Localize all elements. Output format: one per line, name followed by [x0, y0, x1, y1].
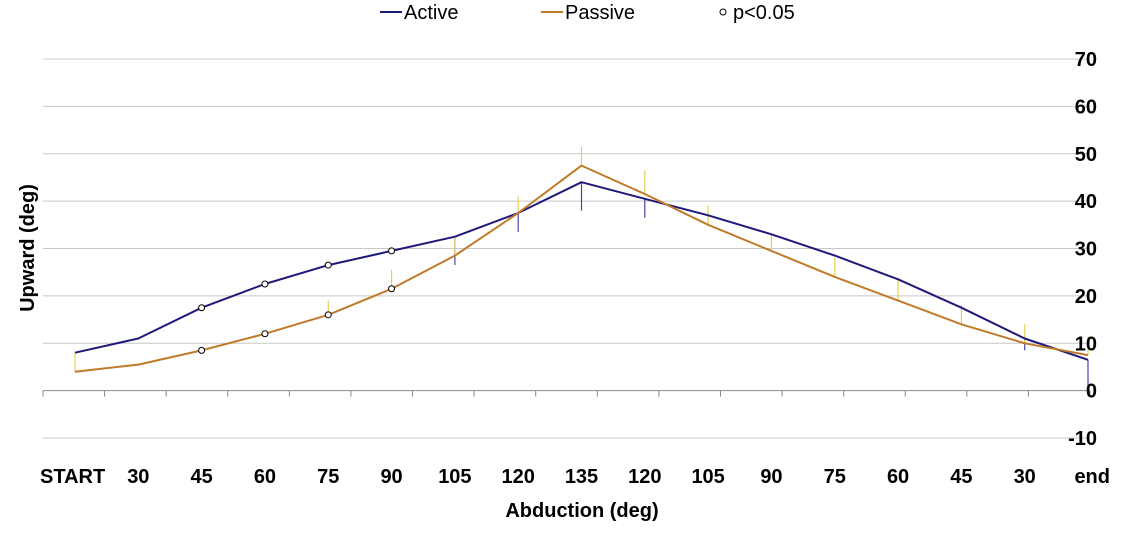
legend-active-label: Active	[404, 2, 458, 24]
y-tick-label: 70	[1075, 49, 1097, 71]
y-tick-label: 0	[1086, 381, 1097, 403]
sig-marker	[198, 304, 206, 312]
sig-marker	[324, 261, 332, 269]
series-line-passive	[74, 164, 1089, 373]
significance-markers	[198, 247, 396, 354]
x-tick-label: 30	[127, 466, 149, 488]
y-tick-label: 60	[1075, 96, 1097, 118]
legend-sig-marker	[719, 8, 727, 16]
y-tick-label: 30	[1075, 239, 1097, 261]
x-tick-label: end	[1074, 466, 1110, 488]
x-tick-label: 90	[760, 466, 782, 488]
y-tick-label: 20	[1075, 286, 1097, 308]
x-tick-label: 135	[565, 466, 598, 488]
legend: Active Passive p<0.05	[380, 2, 795, 24]
x-tick-label: 45	[191, 466, 213, 488]
x-tick-label: 45	[950, 466, 972, 488]
x-tick-label: 120	[628, 466, 661, 488]
y-tick-label: -10	[1068, 428, 1097, 450]
sig-marker	[388, 285, 396, 293]
sig-marker	[388, 247, 396, 255]
y-axis-title: Upward (deg)	[17, 184, 39, 312]
sig-marker	[324, 311, 332, 319]
x-tick-label: 75	[824, 466, 846, 488]
legend-passive-label: Passive	[565, 2, 635, 24]
x-tick-label: 105	[438, 466, 471, 488]
x-tick-label: 105	[691, 466, 724, 488]
y-tick-labels: -10 0 10 20 30 40 50 60 70	[1068, 49, 1097, 450]
y-tick-label: 50	[1075, 144, 1097, 166]
x-tick-label: 75	[317, 466, 339, 488]
x-axis-title: Abduction (deg)	[505, 500, 658, 522]
x-tick-label: 60	[254, 466, 276, 488]
legend-sig-label: p<0.05	[733, 2, 795, 24]
x-tick-label: 90	[380, 466, 402, 488]
sig-marker	[261, 330, 269, 338]
series-line-active	[74, 181, 1089, 361]
error-bars	[74, 146, 1089, 391]
sig-marker	[261, 280, 269, 288]
x-tick-label: 120	[502, 466, 535, 488]
sig-marker	[198, 346, 206, 354]
x-axis	[42, 390, 1091, 397]
x-tick-label: 60	[887, 466, 909, 488]
x-tick-labels: START 30 45 60 75 90 105 120 135 120 105 90 75 60 45 30…	[40, 466, 1110, 488]
series-lines	[74, 164, 1089, 373]
y-tick-label: 40	[1075, 191, 1097, 213]
x-tick-label: START	[40, 466, 105, 488]
y-tick-label: 10	[1075, 333, 1097, 355]
gridlines	[43, 58, 1090, 439]
x-tick-label: 30	[1014, 466, 1036, 488]
